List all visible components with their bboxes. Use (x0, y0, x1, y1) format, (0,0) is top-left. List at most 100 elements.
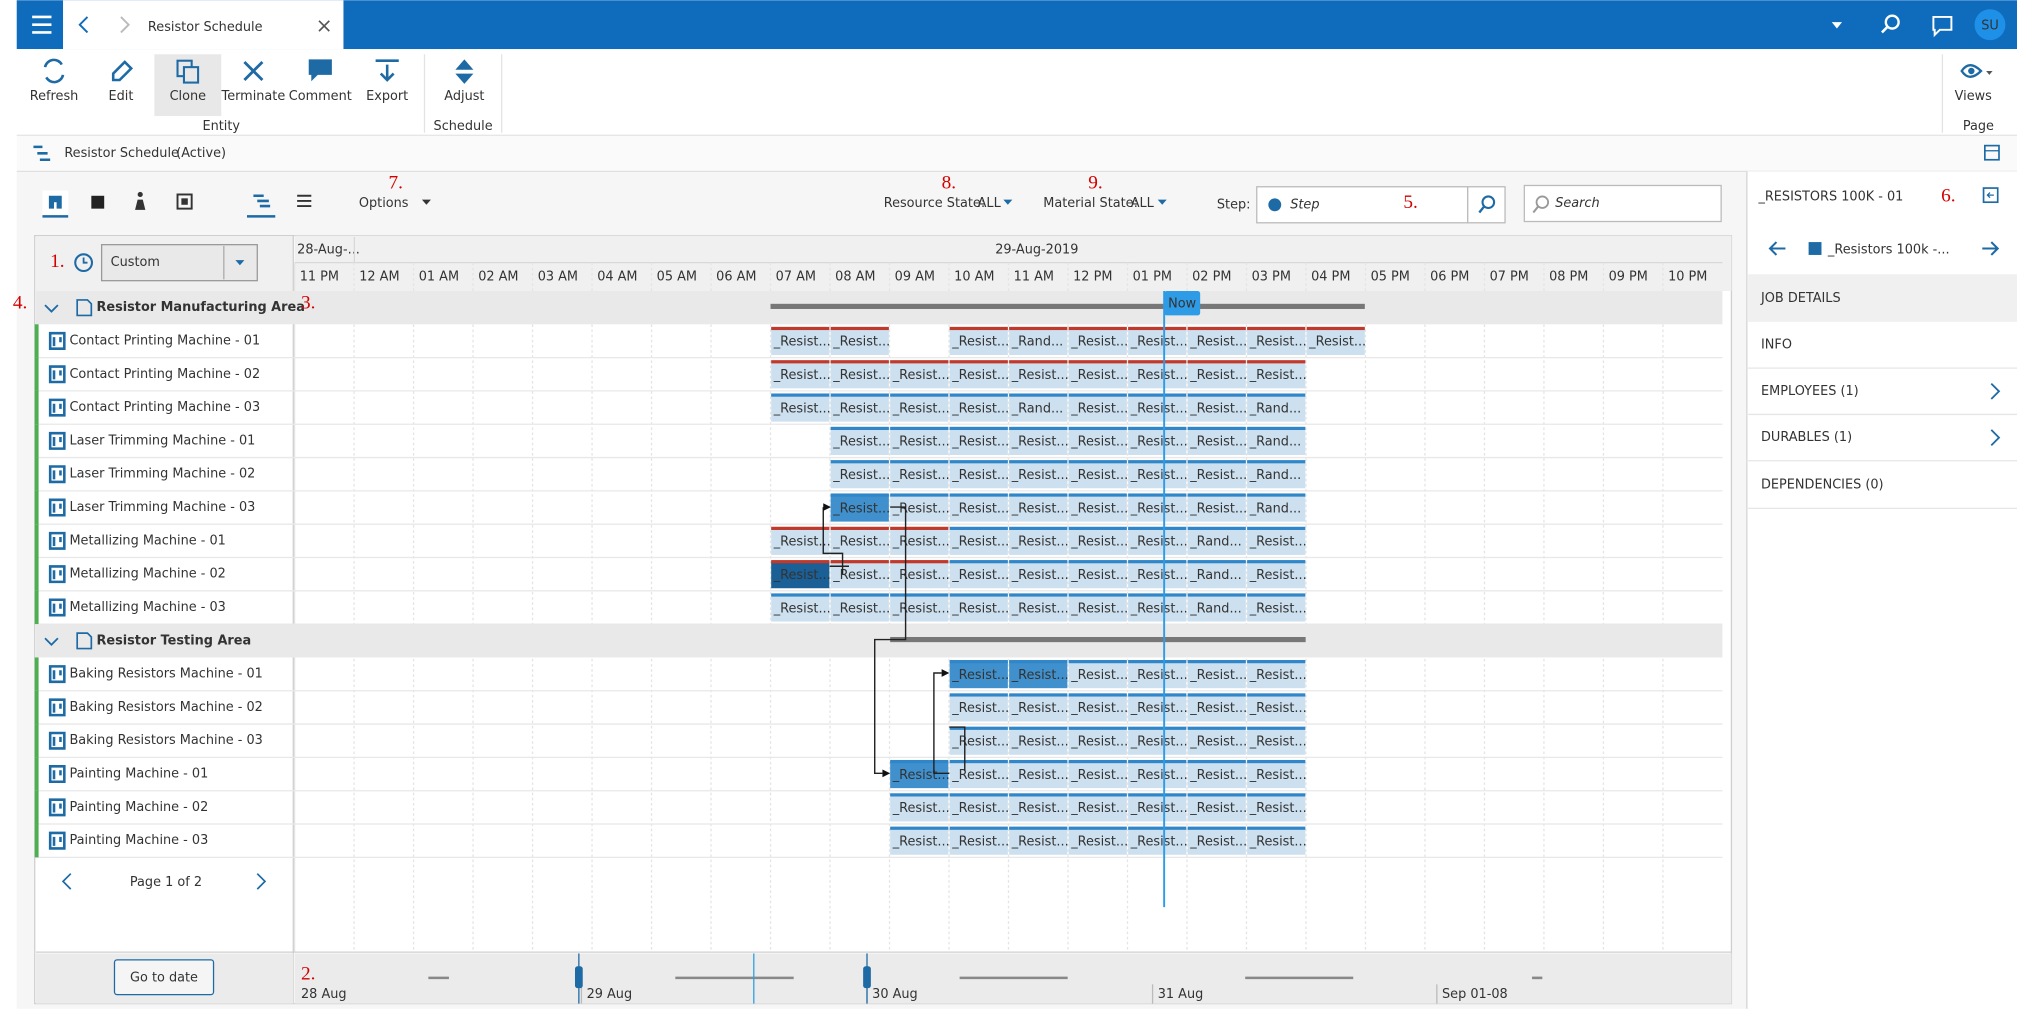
job-bar[interactable] (890, 428, 949, 455)
job-bar[interactable] (1187, 361, 1246, 389)
resource-name[interactable]: Baking Resistors Machine - 01 (69, 667, 262, 682)
resource-name[interactable]: Contact Printing Machine - 03 (69, 400, 260, 415)
detail-item[interactable]: DEPENDENCIES (0) (1761, 478, 1884, 493)
job-bar[interactable] (949, 694, 1008, 722)
resource-name[interactable]: Metallizing Machine - 02 (69, 567, 225, 582)
job-bar[interactable] (890, 528, 949, 555)
job-bar[interactable] (1247, 727, 1306, 755)
job-bar[interactable] (1247, 661, 1306, 689)
job-bar[interactable] (1247, 428, 1306, 455)
job-bar[interactable] (890, 494, 949, 522)
job-bar[interactable] (830, 328, 889, 356)
job-bar[interactable] (949, 727, 1008, 755)
job-bar[interactable] (1009, 561, 1068, 589)
toolbar-button[interactable]: Adjust (444, 89, 484, 104)
job-bar[interactable] (1247, 561, 1306, 589)
job-bar[interactable] (1247, 794, 1306, 822)
job-bar[interactable] (890, 827, 949, 855)
step-search-button[interactable] (1467, 186, 1506, 224)
job-bar[interactable] (1068, 494, 1127, 522)
job-bar[interactable] (1187, 727, 1246, 755)
job-bar[interactable] (1247, 694, 1306, 722)
job-bar[interactable] (1187, 461, 1246, 489)
job-bar[interactable] (949, 794, 1008, 822)
detail-item[interactable]: INFO (1761, 337, 1792, 352)
job-bar[interactable] (1128, 761, 1187, 789)
next-job[interactable] (1982, 241, 2000, 256)
resource-name[interactable]: Laser Trimming Machine - 01 (69, 433, 255, 448)
job-bar[interactable] (1128, 461, 1187, 489)
job-bar[interactable] (949, 761, 1008, 789)
job-bar[interactable] (1128, 328, 1187, 356)
job-bar[interactable] (1068, 694, 1127, 722)
job-bar[interactable] (830, 528, 889, 555)
toolbar-button[interactable]: Views (1955, 89, 1993, 104)
job-bar[interactable] (1187, 394, 1246, 422)
job-bar[interactable] (1247, 461, 1306, 489)
toolbar-button[interactable]: Export (366, 89, 408, 104)
job-bar[interactable] (949, 561, 1008, 589)
job-bar[interactable] (1128, 827, 1187, 855)
job-bar[interactable] (830, 594, 889, 622)
resource-name[interactable]: Painting Machine - 02 (69, 800, 208, 815)
job-bar[interactable] (1128, 694, 1187, 722)
job-bar[interactable] (1009, 494, 1068, 522)
job-bar[interactable] (890, 794, 949, 822)
resource-name[interactable]: Laser Trimming Machine - 03 (69, 500, 255, 515)
job-bar[interactable] (1068, 661, 1127, 689)
search-input[interactable] (1523, 184, 1722, 223)
job-bar[interactable] (949, 428, 1008, 455)
job-bar[interactable] (1187, 761, 1246, 789)
job-bar[interactable] (949, 528, 1008, 555)
toolbar-button[interactable]: Edit (108, 89, 133, 104)
job-bar[interactable] (1128, 561, 1187, 589)
job-bar[interactable] (1187, 694, 1246, 722)
detail-item[interactable]: EMPLOYEES (1) (1761, 384, 1859, 399)
job-bar[interactable] (1009, 761, 1068, 789)
resource-name[interactable]: Painting Machine - 03 (69, 833, 208, 848)
job-bar[interactable] (890, 461, 949, 489)
job-bar[interactable] (1009, 394, 1068, 422)
job-bar[interactable] (830, 461, 889, 489)
job-bar[interactable] (771, 361, 830, 389)
job-bar[interactable] (1068, 794, 1127, 822)
job-bar[interactable] (1068, 827, 1127, 855)
job-bar[interactable] (1306, 328, 1365, 356)
collapse-icon[interactable] (44, 304, 59, 313)
job-bar[interactable] (1247, 827, 1306, 855)
job-bar[interactable] (949, 328, 1008, 356)
job-bar[interactable] (949, 661, 1008, 689)
job-bar[interactable] (1128, 794, 1187, 822)
job-bar[interactable] (1009, 794, 1068, 822)
resource-name[interactable]: Baking Resistors Machine - 02 (69, 700, 262, 715)
job-bar[interactable] (830, 361, 889, 389)
prev-page[interactable] (61, 873, 72, 890)
avatar[interactable] (1974, 9, 2006, 41)
job-bar[interactable] (1187, 328, 1246, 356)
job-bar[interactable] (1068, 361, 1127, 389)
resource-name[interactable]: Metallizing Machine - 03 (69, 600, 225, 615)
job-bar[interactable] (1068, 394, 1127, 422)
job-bar[interactable] (1068, 461, 1127, 489)
job-bar[interactable] (1128, 494, 1187, 522)
job-bar[interactable] (1009, 461, 1068, 489)
resource-name[interactable]: Contact Printing Machine - 01 (69, 333, 260, 348)
job-bar[interactable] (1187, 794, 1246, 822)
job-bar[interactable] (1009, 727, 1068, 755)
job-bar[interactable] (890, 394, 949, 422)
job-bar[interactable] (830, 394, 889, 422)
job-bar[interactable] (1128, 394, 1187, 422)
job-bar[interactable] (1009, 594, 1068, 622)
job-bar[interactable] (1187, 661, 1246, 689)
job-bar[interactable] (1128, 727, 1187, 755)
job-bar[interactable] (1187, 494, 1246, 522)
go-to-date-button[interactable] (113, 959, 215, 996)
job-bar[interactable] (1247, 594, 1306, 622)
job-bar[interactable] (949, 494, 1008, 522)
job-bar[interactable] (1247, 528, 1306, 555)
job-bar[interactable] (1009, 428, 1068, 455)
job-bar[interactable] (949, 394, 1008, 422)
job-bar[interactable] (830, 428, 889, 455)
job-bar[interactable] (949, 594, 1008, 622)
job-bar[interactable] (1009, 661, 1068, 689)
